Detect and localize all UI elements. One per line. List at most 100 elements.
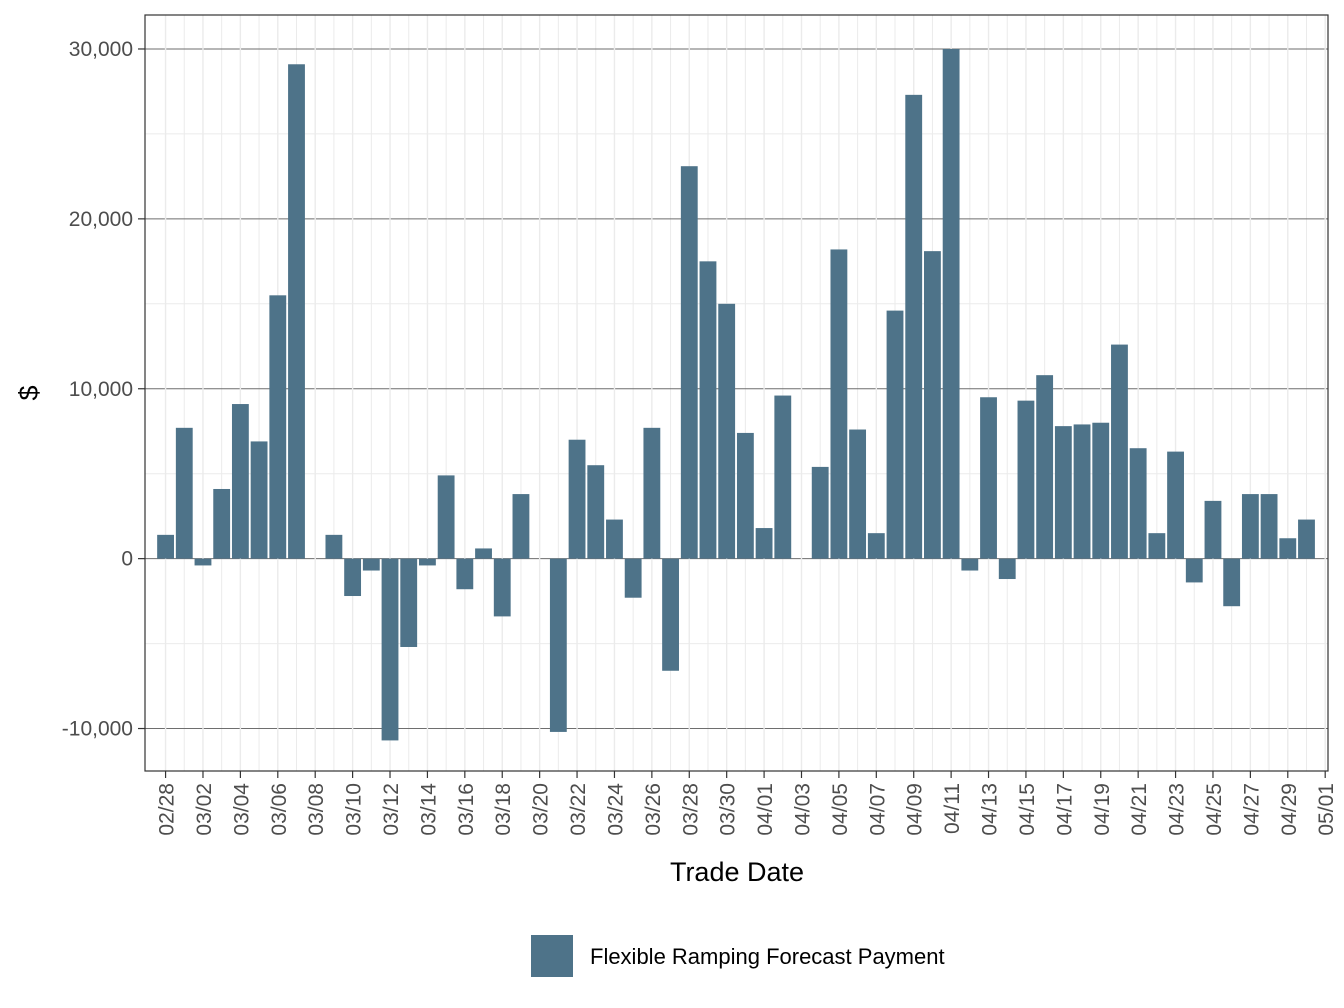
bar: [512, 494, 530, 559]
bar: [849, 429, 867, 559]
legend-key: [531, 935, 573, 977]
bar: [493, 558, 511, 617]
x-tick-label: 04/29: [1278, 783, 1301, 836]
bar: [1129, 448, 1147, 559]
x-tick-label: 04/25: [1203, 783, 1226, 836]
bar: [475, 548, 492, 559]
bar: [1148, 533, 1166, 559]
x-axis: 02/28 03/02 03/04 03/06 03/08 03/10 03/12 03/14…: [156, 771, 1338, 836]
bar: [718, 303, 736, 559]
bar: [699, 261, 717, 559]
x-tick-label: 04/11: [941, 783, 964, 834]
x-tick-label: 03/26: [642, 783, 665, 836]
bar: [1223, 558, 1241, 607]
x-tick-label: 02/28: [156, 783, 179, 836]
x-tick-label: 03/22: [567, 783, 590, 836]
y-tick-label: 0: [121, 548, 133, 571]
x-tick-label: 03/02: [193, 783, 216, 836]
plot-background: [145, 15, 1328, 771]
bar: [250, 441, 268, 559]
bar: [213, 488, 231, 559]
x-tick-label: 03/12: [380, 783, 403, 836]
x-tick-label: 04/13: [979, 783, 1002, 836]
x-tick-label: 03/30: [717, 783, 740, 836]
bar: [1298, 519, 1315, 559]
bar: [549, 558, 567, 732]
bar: [400, 558, 418, 647]
bar: [1073, 424, 1091, 559]
bar: [680, 166, 698, 559]
x-tick-label: 03/16: [455, 783, 478, 836]
bar: [194, 558, 212, 566]
bar: [1054, 426, 1072, 559]
legend: Flexible Ramping Forecast Payment: [531, 935, 945, 977]
x-tick-label: 03/20: [530, 783, 553, 836]
bar: [1036, 375, 1054, 559]
bar: [1167, 451, 1184, 559]
bar: [288, 64, 305, 559]
bar: [1185, 558, 1203, 583]
bar: [325, 534, 343, 559]
bar: [231, 404, 249, 559]
bar: [419, 558, 436, 566]
x-tick-label: 04/23: [1166, 783, 1189, 836]
x-tick-label: 04/05: [829, 783, 852, 836]
bar: [1204, 500, 1222, 559]
bar: [587, 465, 605, 559]
bar: [1241, 494, 1259, 559]
bar: [175, 427, 193, 559]
x-axis-title: Trade Date: [670, 857, 804, 887]
bar: [456, 558, 474, 590]
bar: [755, 528, 773, 559]
bar: [568, 439, 586, 559]
bars: [157, 48, 1315, 741]
x-tick-label: 03/08: [305, 783, 328, 836]
x-tick-label: 04/19: [1091, 783, 1114, 836]
x-tick-label: 05/01: [1315, 783, 1338, 836]
y-axis: -10,000 0 10,000 20,000 30,000: [62, 38, 145, 741]
x-tick-label: 04/03: [791, 783, 814, 836]
x-tick-label: 03/28: [679, 783, 702, 836]
bar: [1279, 538, 1297, 559]
legend-label: Flexible Ramping Forecast Payment: [590, 944, 945, 969]
y-tick-label: -10,000: [62, 718, 133, 741]
bar: [774, 395, 792, 559]
bar: [269, 295, 287, 559]
y-tick-label: 10,000: [69, 378, 133, 401]
x-tick-label: 03/06: [268, 783, 291, 836]
bar: [624, 558, 642, 598]
x-tick-label: 03/24: [604, 783, 627, 836]
y-tick-label: 20,000: [69, 208, 133, 231]
x-tick-label: 03/10: [343, 783, 366, 836]
x-tick-label: 04/01: [754, 783, 777, 836]
x-tick-label: 04/17: [1053, 783, 1076, 836]
y-tick-label: 30,000: [69, 38, 133, 61]
bar: [662, 558, 679, 671]
bar: [1092, 422, 1110, 559]
bar: [961, 558, 979, 571]
x-tick-label: 04/07: [866, 783, 889, 836]
x-tick-label: 04/15: [1016, 783, 1039, 836]
bar: [905, 94, 923, 559]
bar: [1017, 400, 1035, 559]
bar: [886, 310, 904, 559]
bar: [381, 558, 399, 741]
bar: [811, 466, 829, 559]
bar: [362, 558, 380, 571]
x-tick-label: 03/14: [417, 783, 440, 836]
bar: [643, 427, 661, 559]
bar: [980, 397, 997, 559]
x-tick-label: 03/18: [492, 783, 515, 836]
bar: [998, 558, 1016, 580]
bar: [344, 558, 362, 597]
bar: [867, 533, 885, 559]
bar: [606, 519, 623, 559]
plot-border: [144, 14, 1329, 772]
x-tick-label: 04/09: [904, 783, 927, 836]
bar: [924, 251, 941, 559]
bar: [1260, 494, 1278, 559]
bar: [736, 432, 754, 559]
bar: [437, 475, 455, 559]
